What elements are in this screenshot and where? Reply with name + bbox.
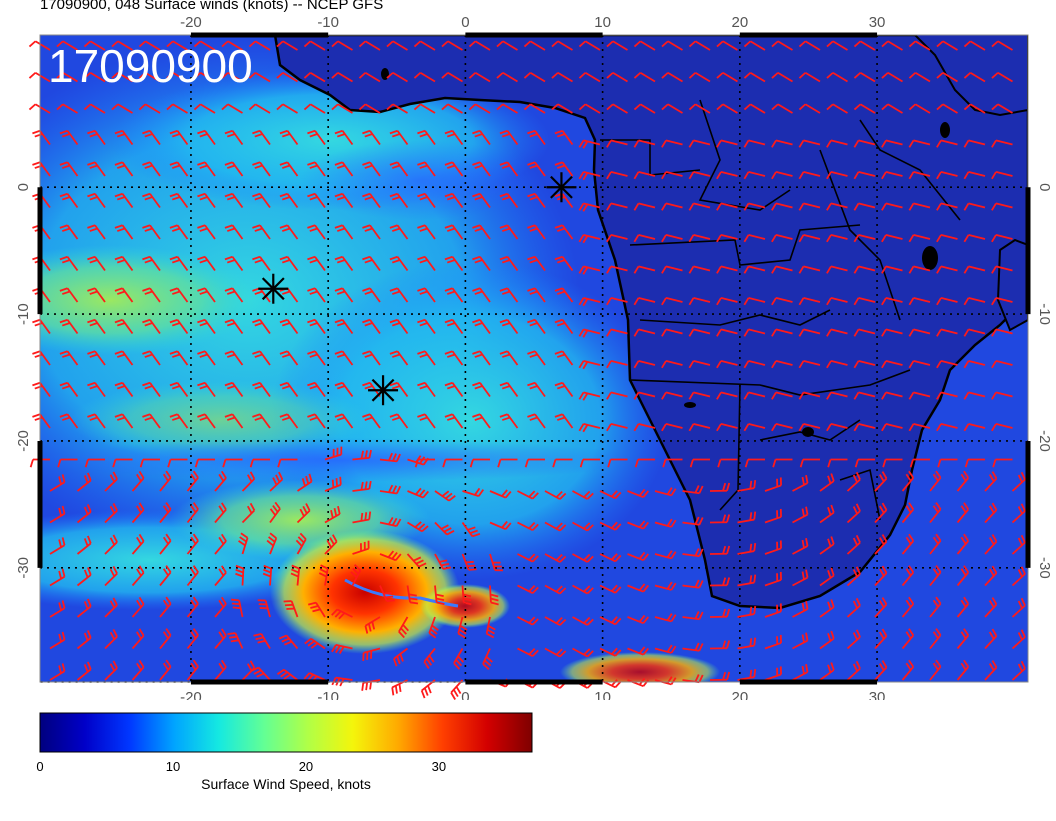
lon-label-bottom: -20 [180,689,202,700]
lon-label-top: -10 [317,14,339,31]
colorbar-tick-label: 10 [166,759,180,774]
lon-label-top: 30 [869,14,886,31]
colorbar-tick-label: 20 [299,759,313,774]
lat-label-left: -20 [15,430,32,452]
colorbar: 0 10 20 30 Surface Wind Speed, knots [0,700,1056,816]
lat-label-right: 0 [1036,183,1053,191]
colorbar-tick-label: 0 [36,759,43,774]
lon-label-top: 20 [731,14,748,31]
lat-label-right: -30 [1036,557,1053,579]
lon-label-bottom: 20 [731,689,748,700]
lat-label-left: 0 [15,183,32,191]
colorbar-gradient [40,713,532,752]
lon-label-bottom: 10 [594,689,611,700]
lon-label-top: -20 [180,14,202,31]
lat-label-right: -20 [1036,430,1053,452]
storm-marker-1 [258,274,288,304]
date-stamp: 17090900 [48,40,253,92]
lat-label-left: -30 [15,557,32,579]
lon-label-top: 0 [461,14,469,31]
colorbar-tick-label: 30 [432,759,446,774]
storm-marker-0 [546,172,576,202]
lon-label-bottom: -10 [317,689,339,700]
lon-label-bottom: 30 [869,689,886,700]
wind-map: -20 -20 -10 -10 0 0 10 10 20 20 30 30 0 0 -10 -10 -20 -20… [0,0,1056,700]
lon-label-top: 10 [594,14,611,31]
lat-label-right: -10 [1036,303,1053,325]
lat-label-left: -10 [15,303,32,325]
storm-marker-2 [368,375,398,405]
wind-barb [422,680,435,698]
lon-label-bottom: 0 [461,689,469,700]
colorbar-label: Surface Wind Speed, knots [201,776,371,792]
